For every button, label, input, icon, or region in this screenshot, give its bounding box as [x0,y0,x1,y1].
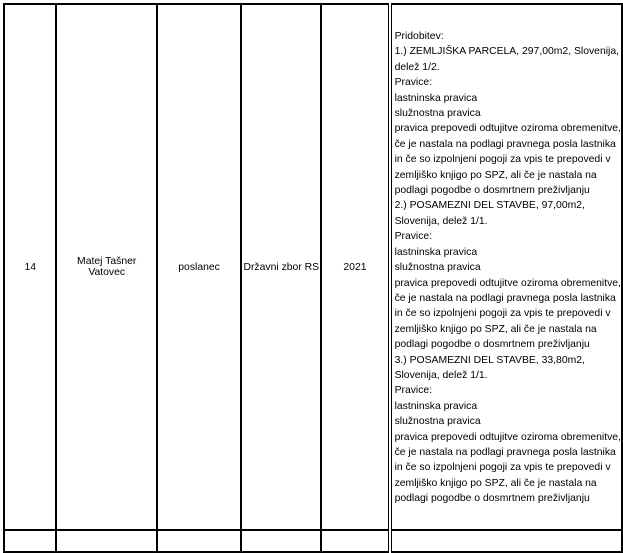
description-line: zemljiško knjigo po SPZ, ali če je nasta… [394,477,597,489]
description-line: pravica prepovedi odtujitve oziroma obre… [394,123,621,135]
description-line: Pravice: [394,77,433,89]
description-line: Pridobitev: [394,31,444,42]
row-number: 14 [2,3,58,531]
table-row: 14 Matej Tašner Vatovec poslanec Državni… [2,3,623,531]
description-line: 3.) POSAMEZNI DEL STAVBE, 33,80m2, [394,354,585,366]
description-line: služnostna pravica [394,108,481,120]
description-line: če je nastala na podlagi pravnega posla … [394,292,616,304]
description-line: če je nastala na podlagi pravnega posla … [394,446,616,458]
description-line: pravica prepovedi odtujitve oziroma obre… [394,431,621,443]
description-line: pravica prepovedi odtujitve oziroma obre… [394,277,621,289]
description-line: služnostna pravica [394,416,481,428]
property-description: Pridobitev: 1.) ZEMLJIŠKA PARCELA, 297,00… [387,3,623,531]
description-line: Slovenija, delež 1/1. [394,369,488,381]
description-line: lastninska pravica [394,400,478,412]
description-line: podlagi pogodbe o dosmrtnem preživljanju [394,339,590,351]
organ: Državni zbor RS [240,3,323,531]
description-line: in če so izpolnjeni pogoji za vpis te pr… [394,154,611,166]
description-line: služnostna pravica [394,262,481,274]
table-row-next [2,529,623,553]
description-line: podlagi pogodbe o dosmrtnem preživljanju [394,185,590,197]
description-line: 2.) POSAMEZNI DEL STAVBE, 97,00m2, [394,200,585,212]
description-line: lastninska pravica [394,92,478,104]
description-line: Pravice: [394,385,433,397]
description-line: delež 1/2. [394,61,440,73]
description-line: lastninska pravica [394,246,478,258]
description-line: in če so izpolnjeni pogoji za vpis te pr… [394,308,611,320]
description-line: 1.) ZEMLJIŠKA PARCELA, 297,00m2, Sloveni… [394,46,620,58]
description-line: podlagi pogodbe o dosmrtnem preživljanju [394,493,590,505]
year: 2021 [320,3,391,531]
description-line: Pravice: [394,231,433,243]
description-line: če je nastala na podlagi pravnega posla … [394,138,616,150]
person-function: poslanec [155,3,243,531]
declarations-table: 14 Matej Tašner Vatovec poslanec Državni… [2,3,623,553]
description-line: zemljiško knjigo po SPZ, ali če je nasta… [394,323,597,335]
description-line: Slovenija, delež 1/1. [394,215,488,227]
description-line: in če so izpolnjeni pogoji za vpis te pr… [394,462,611,474]
person-name: Matej Tašner Vatovec [55,3,158,531]
description-line: zemljiško knjigo po SPZ, ali če je nasta… [394,169,597,181]
